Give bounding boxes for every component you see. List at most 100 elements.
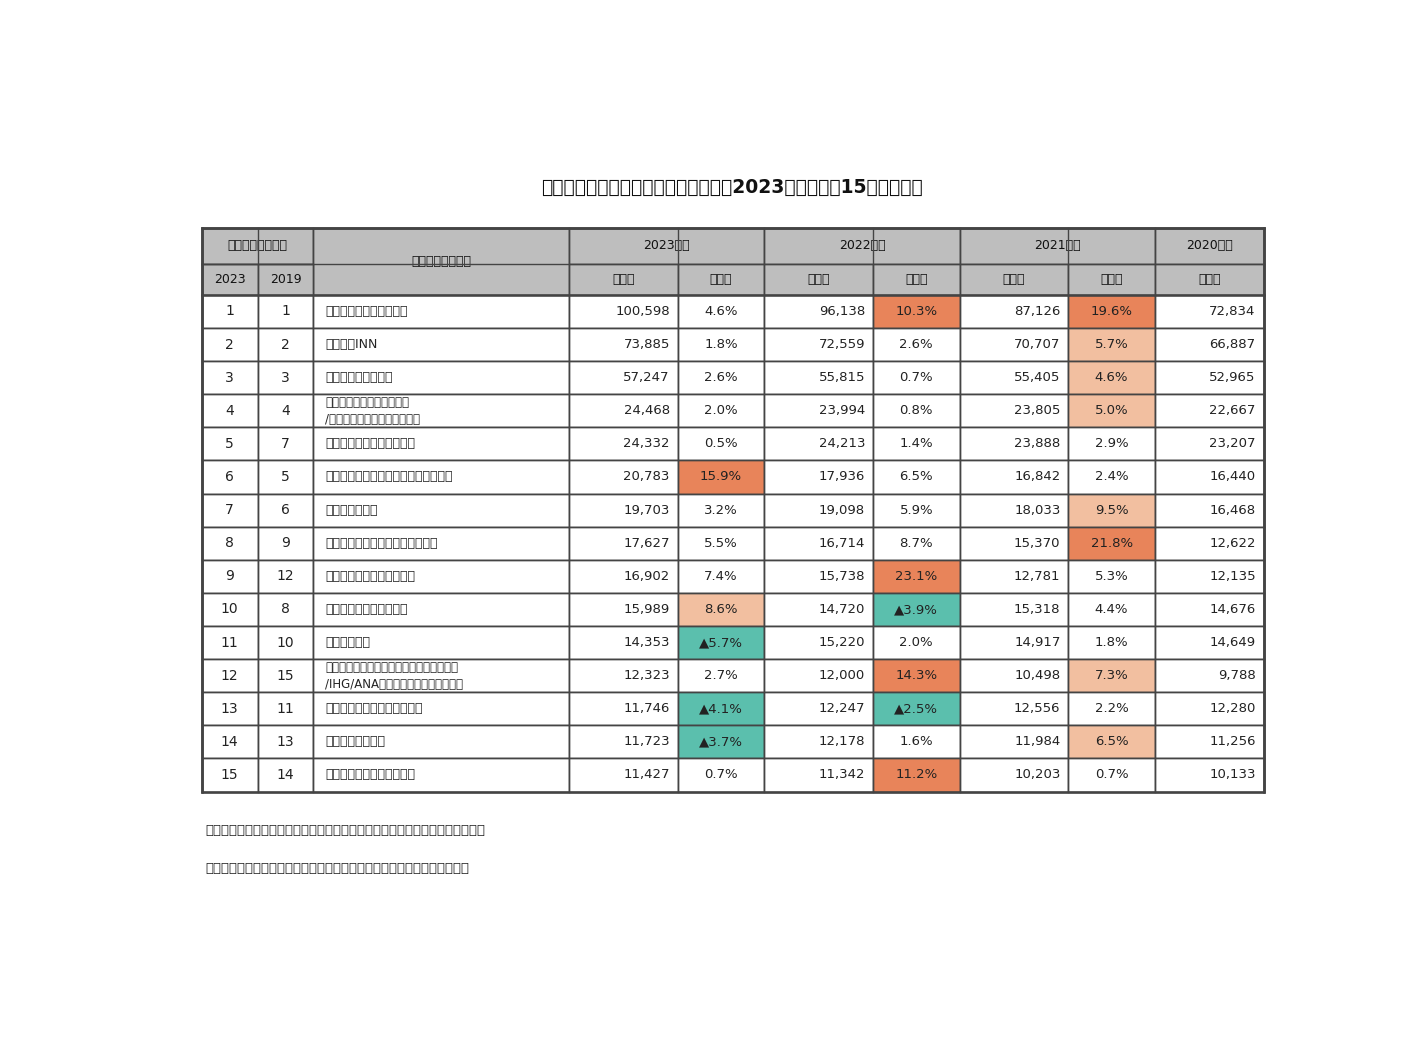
Bar <box>764 725 873 758</box>
Bar <box>1155 626 1264 660</box>
Bar <box>873 493 960 527</box>
Bar <box>1155 361 1264 394</box>
Text: 1: 1 <box>281 304 290 319</box>
Text: 2020年初: 2020年初 <box>1185 240 1232 252</box>
Text: チョイスホテルズジャパン: チョイスホテルズジャパン <box>326 768 416 782</box>
Text: 16,440: 16,440 <box>1210 470 1255 484</box>
Text: 16,842: 16,842 <box>1014 470 1061 484</box>
Bar <box>764 692 873 725</box>
Bar <box>1155 725 1264 758</box>
Text: 2021年初: 2021年初 <box>1034 240 1081 252</box>
Text: 57,247: 57,247 <box>624 371 670 384</box>
Text: 客室数: 客室数 <box>807 272 830 286</box>
Text: スーパーホテル: スーパーホテル <box>326 504 377 517</box>
Text: 17,936: 17,936 <box>818 470 865 484</box>
Bar <box>257 461 313 493</box>
Bar <box>1155 593 1264 626</box>
Text: 72,834: 72,834 <box>1210 305 1255 318</box>
Text: アパホテルズ＆リゾーツ: アパホテルズ＆リゾーツ <box>326 305 407 318</box>
Text: オークラニッコーホテルズ: オークラニッコーホテルズ <box>326 438 416 450</box>
Text: 2.6%: 2.6% <box>704 371 738 384</box>
Text: ▲3.9%: ▲3.9% <box>894 603 938 615</box>
Text: 12,178: 12,178 <box>818 735 865 748</box>
Text: 14,353: 14,353 <box>624 636 670 649</box>
Bar <box>873 461 960 493</box>
Bar <box>570 264 678 295</box>
Text: 6: 6 <box>281 503 290 518</box>
Bar <box>201 427 257 461</box>
Text: ▲4.1%: ▲4.1% <box>700 703 743 715</box>
Bar <box>678 394 764 427</box>
Bar <box>1068 328 1155 361</box>
Bar <box>960 394 1068 427</box>
Text: 70,707: 70,707 <box>1014 338 1061 351</box>
Bar <box>873 427 960 461</box>
Bar <box>960 593 1068 626</box>
Bar <box>764 427 873 461</box>
Text: 15: 15 <box>277 669 294 683</box>
Bar <box>570 560 678 593</box>
Bar <box>960 660 1068 692</box>
Text: 17,627: 17,627 <box>624 537 670 550</box>
Bar <box>873 758 960 791</box>
Text: 23,207: 23,207 <box>1210 438 1255 450</box>
Bar <box>764 264 873 295</box>
Bar <box>201 461 257 493</box>
Bar <box>873 527 960 560</box>
Text: 客室数ランキング: 客室数ランキング <box>227 240 287 252</box>
Bar <box>678 626 764 660</box>
Text: 15.9%: 15.9% <box>700 470 743 484</box>
Bar <box>257 328 313 361</box>
Bar <box>257 394 313 427</box>
Bar <box>570 427 678 461</box>
Bar <box>873 361 960 394</box>
Text: /プリンスバケーションクラブ: /プリンスバケーションクラブ <box>326 412 420 426</box>
Text: 2.4%: 2.4% <box>1095 470 1128 484</box>
Bar <box>257 493 313 527</box>
Text: 52,965: 52,965 <box>1210 371 1255 384</box>
Bar <box>570 394 678 427</box>
Text: 73,885: 73,885 <box>624 338 670 351</box>
Text: 2.0%: 2.0% <box>900 636 932 649</box>
Text: ダイワロイネットホテルズ: ダイワロイネットホテルズ <box>326 570 416 583</box>
Text: ▲2.5%: ▲2.5% <box>894 703 938 715</box>
Bar <box>960 493 1068 527</box>
Text: 12: 12 <box>277 569 294 583</box>
Text: 96,138: 96,138 <box>818 305 865 318</box>
Bar <box>570 660 678 692</box>
Text: 客室数: 客室数 <box>613 272 634 286</box>
Text: 相鉄ホテルマネジメント: 相鉄ホテルマネジメント <box>326 603 407 615</box>
Text: 注）国内資本は海外展開施設を含む客室数、外国資本は国内施設のみの客室数: 注）国内資本は海外展開施設を含む客室数、外国資本は国内施設のみの客室数 <box>206 824 486 836</box>
Text: 12,135: 12,135 <box>1210 570 1255 583</box>
Bar <box>960 758 1068 791</box>
Bar <box>201 264 257 295</box>
Text: 2022年初: 2022年初 <box>838 240 885 252</box>
Text: 5.9%: 5.9% <box>900 504 932 517</box>
Bar <box>764 394 873 427</box>
Text: 55,405: 55,405 <box>1014 371 1061 384</box>
Bar <box>313 560 570 593</box>
Bar <box>313 228 570 295</box>
Bar <box>678 692 764 725</box>
Bar <box>960 427 1068 461</box>
Bar <box>201 725 257 758</box>
Text: 5.7%: 5.7% <box>1095 338 1128 351</box>
Bar <box>764 758 873 791</box>
Bar <box>1068 493 1155 527</box>
Bar <box>257 626 313 660</box>
Bar <box>570 692 678 725</box>
Bar <box>678 660 764 692</box>
Bar <box>201 660 257 692</box>
Text: 阪急阶神第一ホテルグループ: 阪急阶神第一ホテルグループ <box>326 703 423 715</box>
Text: 4.4%: 4.4% <box>1095 603 1128 615</box>
Text: 14,649: 14,649 <box>1210 636 1255 649</box>
Text: 12: 12 <box>221 669 238 683</box>
Text: 24,213: 24,213 <box>818 438 865 450</box>
Text: 12,556: 12,556 <box>1014 703 1061 715</box>
Text: 15: 15 <box>221 768 238 782</box>
Text: 7.3%: 7.3% <box>1095 669 1128 682</box>
Bar <box>873 328 960 361</box>
Text: 前年比: 前年比 <box>1101 272 1122 286</box>
Text: 20,783: 20,783 <box>624 470 670 484</box>
Text: 5: 5 <box>281 470 290 484</box>
